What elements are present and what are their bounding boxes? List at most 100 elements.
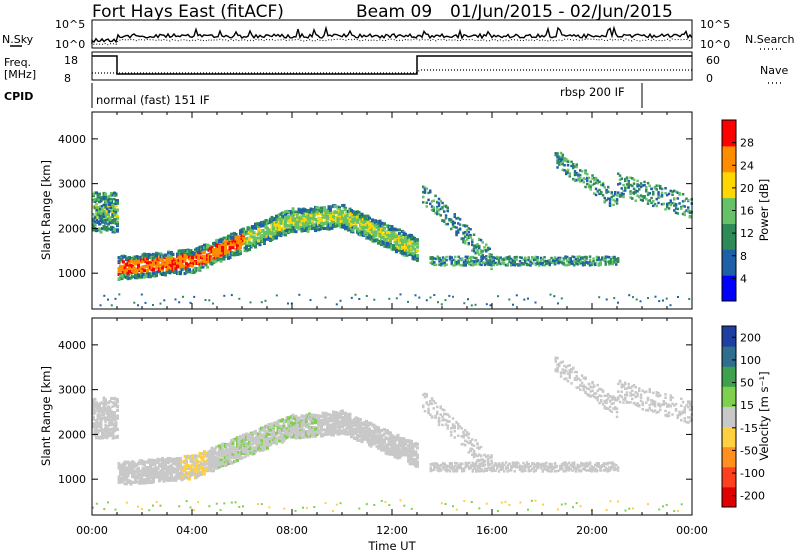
data-cell-2502 [496,263,499,266]
data-cell-2582 [529,259,532,262]
data-cell-48 [98,436,101,440]
data-cell-2929 [608,198,612,202]
data-cell-3213 [204,299,207,301]
data-cell-943 [233,251,236,255]
data-cell-2345 [429,261,432,265]
data-cell-2625 [546,259,550,263]
data-cell-472 [162,458,166,462]
data-cell-2643 [555,259,558,263]
data-cell-2548 [513,260,516,263]
data-cell-177 [117,256,121,260]
data-cell-777 [207,245,211,248]
data-cell-2858 [575,165,578,169]
data-cell-1205 [272,428,275,432]
freq-trace [92,55,692,75]
data-cell-3237 [399,293,402,296]
data-cell-91 [105,210,109,214]
data-cell-2731 [588,258,592,262]
data-cell-1494 [315,212,319,216]
data-cell-2171 [422,201,425,204]
y-tick-label-2: 3000 [58,178,86,191]
data-cell-2658 [562,263,565,266]
data-cell-2310 [478,238,481,241]
data-cell-2446 [473,261,476,265]
data-cell-129 [110,198,113,202]
data-cell-3267 [605,298,608,301]
data-cell-377 [147,460,151,464]
data-cell-3113 [687,210,690,213]
data-cell-2296 [472,247,476,251]
data-cell-2573 [524,259,527,262]
data-cell-3028 [648,199,651,202]
data-cell-1626 [335,210,338,214]
data-cell-173 [117,259,121,263]
data-cell-2738 [592,257,595,260]
data-cell-1156 [264,224,268,227]
data-cell-2328 [485,250,488,253]
data-cell-108 [107,414,110,418]
data-cell-1472 [312,210,316,214]
data-cell-2670 [566,259,569,263]
data-cell-47 [98,192,101,196]
data-cell-1114 [258,441,262,445]
data-cell-1664 [341,211,344,215]
data-cell-855 [219,251,223,255]
data-cell-1143 [263,238,266,242]
data-cell-2431 [468,262,471,266]
data-cell-2805 [556,154,559,158]
data-cell-409 [152,267,155,271]
data-cell-2804 [556,166,559,169]
data-cell-3222 [275,294,278,297]
data-cell-2951 [618,195,622,198]
data-cell-2945 [615,194,619,197]
data-cell-3030 [648,184,651,188]
data-cell-1698 [345,225,349,229]
data-cell-1812 [363,214,367,218]
data-cell-556 [174,459,178,463]
data-cell-1259 [279,226,283,230]
data-cell-1012 [243,455,247,459]
data-cell-459 [159,263,163,267]
data-cell-3210 [182,295,184,298]
data-cell-1154 [264,219,268,223]
data-cell-504 [167,461,170,465]
data-cell-2462 [478,260,481,264]
data-cell-1064 [251,241,254,245]
data-cell-151 [114,425,118,429]
data-cell-2803 [556,152,559,155]
data-cell-2811 [558,160,561,164]
data-cell-3078 [669,189,672,193]
data-cell-798 [210,446,214,450]
data-cell-2742 [594,262,597,265]
data-cell-3077 [669,200,672,203]
data-cell-1941 [383,226,386,230]
data-cell-3275 [654,295,657,298]
data-cell-2609 [539,259,543,263]
data-cell-594 [180,261,184,265]
data-cell-512 [168,269,172,273]
data-cell-2750 [597,262,600,265]
data-cell-539 [171,253,175,256]
data-cell-3159 [104,204,107,207]
data-cell-612 [183,259,187,263]
data-cell-1851 [369,225,373,229]
data-cell-3148 [99,205,102,208]
data-cell-1632 [336,221,340,224]
data-cell-2827 [563,157,566,160]
data-cell-3094 [676,191,679,194]
data-cell-2249 [455,217,458,220]
data-cell-1635 [336,214,340,218]
data-cell-1078 [252,451,256,455]
data-cell-2724 [585,257,588,260]
data-cell-688 [194,472,197,476]
data-cell-3203 [140,293,143,296]
data-cell-1048 [248,441,251,445]
data-cell-1717 [348,218,352,222]
data-cell-2990 [632,187,636,191]
nave-label: Nave [760,64,788,77]
data-cell-2220 [443,204,446,208]
data-cell-3128 [92,200,95,203]
data-cell-2281 [467,227,470,230]
data-cell-2210 [439,214,442,217]
data-cell-2875 [584,169,587,172]
